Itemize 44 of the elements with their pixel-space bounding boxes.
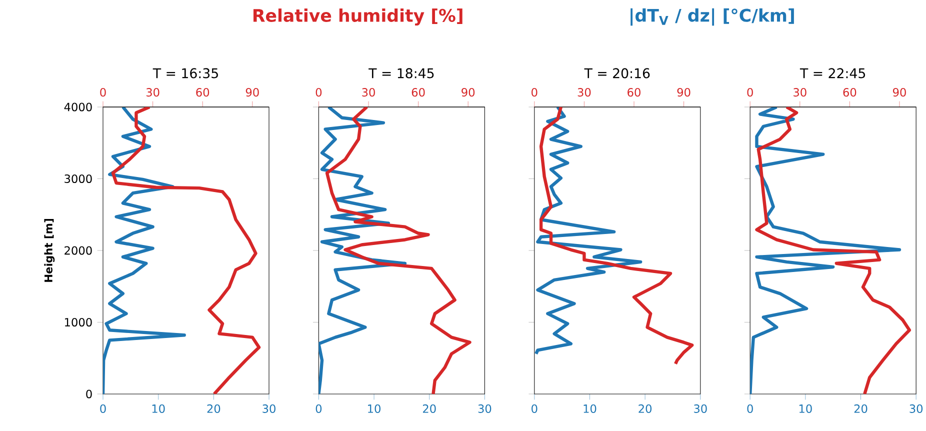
chart-title: T = 18:45 [368,68,434,78]
chart-title: T = 16:35 [152,68,218,78]
y-tick-label: 0 [86,390,92,398]
y-tick-label: 4000 [64,102,92,112]
x-tick-label: 20 [854,404,868,413]
x2-tick-label: 30 [146,88,160,97]
x2-tick-label: 0 [532,88,538,97]
x-tick-label: 0 [100,404,106,413]
x-tick-label: 0 [532,404,538,413]
x2-tick-label: 90 [462,88,475,97]
x-tick-label: 30 [910,404,923,413]
x-tick-label: 30 [262,404,276,413]
y-tick-label: 2000 [64,246,92,255]
x2-tick-label: 90 [892,88,906,97]
x2-tick-label: 60 [412,88,425,97]
x-axis-title: |dT$_{V}$ / dz| [°C/km] [630,8,794,26]
x2-tick-label: 60 [196,88,210,97]
x-tick-label: 10 [799,404,812,413]
x-tick-label: 10 [584,404,596,413]
x-tick-label: 0 [316,404,322,413]
y-tick-label: 3000 [64,174,92,184]
chart-title: T = 22:45 [800,68,866,78]
x2-tick-label: 30 [794,88,806,97]
x2-tick-label: 90 [246,88,259,97]
x2-tick-label: 0 [100,88,106,97]
x2-tick-label: 90 [677,88,690,97]
x-tick-label: 20 [638,404,652,413]
y-tick-label: 1000 [65,318,92,327]
x-tick-label: 20 [422,404,436,413]
x2-axis-title: Relative humidity [%] [253,8,462,26]
x2-tick-label: 60 [843,88,856,97]
x-tick-label: 0 [747,404,753,413]
chart-title: T = 20:16 [584,68,650,78]
x-tick-label: 30 [694,404,707,413]
x2-tick-label: 30 [362,88,375,97]
x2-tick-label: 60 [628,88,640,97]
x-tick-label: 20 [207,404,220,413]
x-tick-label: 10 [368,404,380,413]
x-tick-label: 10 [152,404,165,413]
x-tick-label: 30 [478,404,492,413]
x2-tick-label: 0 [747,88,753,97]
y-axis-title: Height [m] [44,219,55,282]
x2-tick-label: 0 [316,88,322,97]
x2-tick-label: 30 [578,88,591,97]
